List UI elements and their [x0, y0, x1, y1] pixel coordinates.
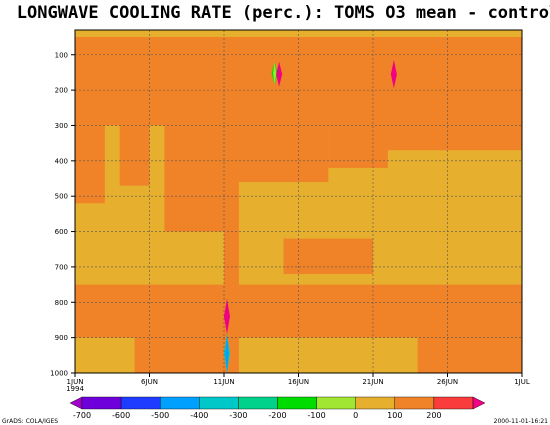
footer-timestamp: 2000-11-01-16:21 — [494, 418, 549, 425]
x-tick-label-26JUN: 26JUN — [437, 378, 458, 386]
footer-credit: GrADS: COLA/IGES — [2, 418, 58, 425]
heatmap-region-7 — [328, 125, 388, 168]
chart-title: LONGWAVE COOLING RATE (perc.): TOMS O3 m… — [17, 3, 550, 23]
colorbar-label-9: 200 — [426, 411, 441, 420]
y-tick-label-700: 700 — [55, 263, 68, 271]
colorbar-label-7: 0 — [353, 411, 358, 420]
y-tick-label-400: 400 — [55, 157, 68, 165]
y-tick-label-800: 800 — [55, 299, 68, 307]
colorbar-swatch-10 — [433, 396, 474, 410]
heatmap-region-11 — [417, 327, 522, 373]
heatmap-spike-3-0 — [223, 298, 230, 335]
x-tick-label-1JUN: 1JUN — [67, 378, 84, 386]
x-tick-label-11JUN: 11JUN — [213, 378, 234, 386]
colorbar-swatch-9 — [394, 396, 435, 410]
colorbar-swatch-6 — [277, 396, 317, 410]
y-axis: 100 200 300 400 500 600 700 800 900 1000 — [50, 51, 75, 378]
colorbar-swatch-4 — [199, 396, 239, 410]
colorbar-swatch-5 — [238, 396, 278, 410]
colorbar-swatch-8 — [355, 396, 396, 410]
colorbar-swatch-11 — [472, 396, 486, 410]
y-tick-label-600: 600 — [55, 228, 68, 236]
x-tick-sublabel-year: 1994 — [66, 385, 84, 393]
y-tick-label-200: 200 — [55, 87, 68, 95]
heatmap-region-8 — [387, 125, 522, 151]
colorbar-label-6: -100 — [308, 411, 326, 420]
heatmap-region-10 — [134, 334, 224, 373]
heatmap-region-3 — [119, 125, 150, 186]
heatmap-region-2 — [75, 125, 105, 204]
colorbar-swatch-7 — [316, 396, 356, 410]
colorbar-label-8: 100 — [387, 411, 402, 420]
x-tick-label-16JUN: 16JUN — [288, 378, 309, 386]
colorbar-label-2: -500 — [151, 411, 169, 420]
x-tick-label-1JUL: 1JUL — [514, 378, 530, 386]
colorbar-label-4: -300 — [229, 411, 247, 420]
x-tick-label-21JUN: 21JUN — [362, 378, 383, 386]
heatmap-region-12 — [283, 238, 373, 274]
grid-lines — [75, 30, 522, 373]
y-tick-label-1000: 1000 — [50, 370, 68, 378]
heatmap-spike-4-1 — [225, 334, 229, 373]
colorbar-swatch-3 — [159, 396, 200, 410]
x-tick-label-6JUN: 6JUN — [141, 378, 158, 386]
colorbar-label-1: -600 — [112, 411, 130, 420]
heatmap-spike-0-1 — [273, 61, 277, 85]
colorbar-swatch-2 — [120, 396, 161, 410]
colorbar: -700 -600 -500 -400 -300 -200 -100 0 100 200 — [69, 396, 486, 420]
y-tick-label-900: 900 — [55, 334, 68, 342]
colorbar-label-0: -700 — [73, 411, 91, 420]
heatmap-region-4 — [164, 125, 224, 232]
colorbar-swatch-0 — [69, 396, 83, 410]
colorbar-label-3: -400 — [190, 411, 208, 420]
colorbar-swatch-1 — [81, 396, 122, 410]
y-tick-label-100: 100 — [55, 51, 68, 59]
heatmap-spike-1-0 — [276, 61, 283, 87]
heatmap-region-6 — [238, 125, 329, 183]
y-tick-label-500: 500 — [55, 193, 68, 201]
heatmap-spike-2-0 — [390, 60, 397, 89]
y-tick-label-300: 300 — [55, 122, 68, 130]
heatmap-fill — [75, 30, 522, 373]
colorbar-label-5: -200 — [268, 411, 286, 420]
